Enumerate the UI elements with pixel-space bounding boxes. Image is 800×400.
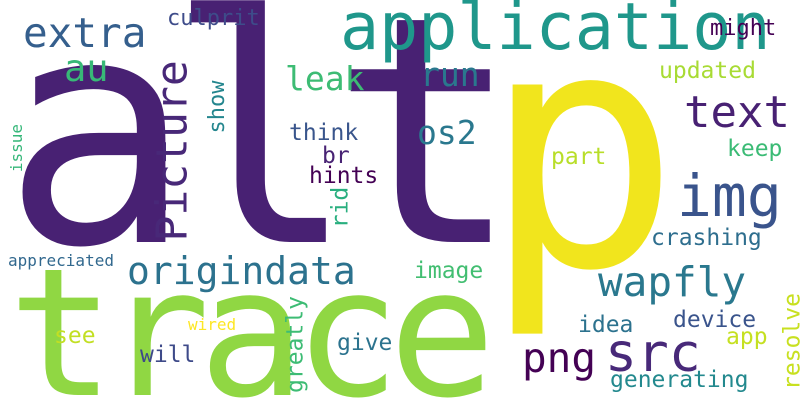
word-give: give xyxy=(337,330,393,356)
word-think: think xyxy=(289,120,359,146)
word-greatly: greatly xyxy=(282,296,309,393)
word-text: text xyxy=(684,87,790,138)
word-crashing: crashing xyxy=(651,225,762,251)
word-leak: leak xyxy=(285,59,365,98)
word-updated: updated xyxy=(659,58,756,84)
word-run: run xyxy=(420,55,480,94)
word-app: app xyxy=(726,324,768,350)
word-wired: wired xyxy=(188,315,237,334)
word-os2: os2 xyxy=(417,113,477,152)
word-device: device xyxy=(673,307,757,333)
word-extra: extra xyxy=(23,9,147,57)
word-hints: hints xyxy=(309,163,379,189)
word-keep: keep xyxy=(727,136,783,162)
word-idea: idea xyxy=(578,312,634,338)
word-generating: generating xyxy=(610,367,749,393)
word-src: src xyxy=(605,323,701,384)
word-resolve: resolve xyxy=(779,293,800,390)
word-appreciated: appreciated xyxy=(8,251,114,270)
word-alt: alt xyxy=(2,0,521,317)
word-trace: trace xyxy=(8,230,496,400)
word-application: application xyxy=(340,0,771,65)
word-image: image xyxy=(414,258,484,284)
word-show: show xyxy=(205,80,230,134)
word-issue: issue xyxy=(7,123,26,173)
word-see: see xyxy=(54,323,96,349)
word-rid: rid xyxy=(327,186,354,229)
word-img: img xyxy=(677,162,782,230)
word-p: p xyxy=(482,0,681,343)
word-picture: Picture xyxy=(147,60,198,242)
word-png: png xyxy=(522,334,597,382)
word-au: au xyxy=(64,47,109,90)
word-wapfly: wapfly xyxy=(598,258,747,306)
word-br: br xyxy=(322,143,350,169)
word-will: will xyxy=(140,342,196,368)
word-culprit: culprit xyxy=(167,6,260,31)
word-origindata: origindata xyxy=(127,249,356,293)
word-might: might xyxy=(710,16,777,41)
word-part: part xyxy=(551,144,607,170)
